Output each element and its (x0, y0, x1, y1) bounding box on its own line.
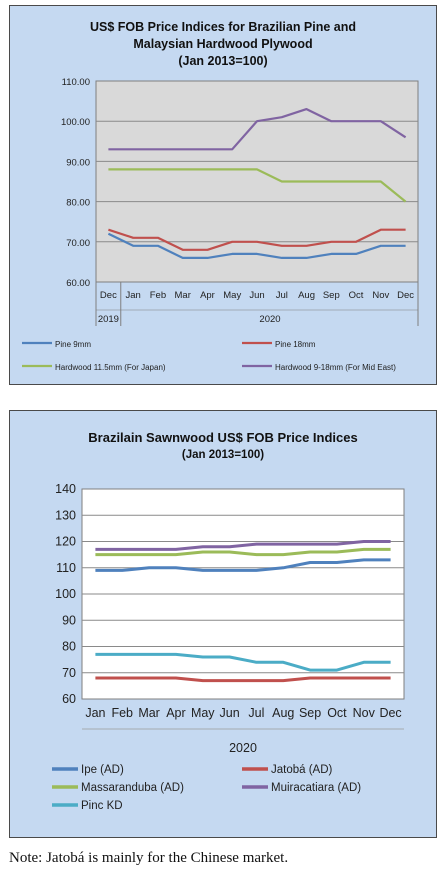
y-tick-label: 70 (62, 666, 76, 680)
y-tick-label: 80 (62, 640, 76, 654)
x-tick-label: Jul (248, 706, 264, 720)
sawnwood-price-chart: 60 70 80 90 100 110 120 130 140 Jan Feb Mar Apr May Ju… (52, 482, 405, 812)
series-line-ipe-ad (95, 558, 391, 572)
chart-title-line-2: Malaysian Hardwood Plywood (133, 37, 313, 51)
x-tick-label: Aug (272, 706, 294, 720)
x-tick-label: Mar (138, 706, 160, 720)
legend-label-pinc-kd: Pinc KD (81, 800, 123, 812)
y-tick-label: 100 (55, 587, 76, 601)
y-tick-label: 120 (55, 535, 76, 549)
series-line-jatob-ad (95, 676, 391, 683)
y-tick-label: 90 (62, 613, 76, 627)
y-tick-label: 110.00 (62, 77, 90, 88)
legend-label-ipe-ad: Ipe (AD) (81, 764, 124, 776)
legend-label-muiracatiara-ad: Muiracatiara (AD) (271, 782, 361, 794)
x-tick-label: Apr (166, 706, 185, 720)
footnote: Note: Jatobá is mainly for the Chinese m… (9, 850, 289, 866)
x-axis-title: 2020 (229, 741, 257, 755)
x-tick-label: Dec (100, 290, 117, 301)
chart-subtitle: (Jan 2013=100) (178, 54, 268, 68)
x-tick-label: Dec (379, 706, 401, 720)
legend-label-pine-18mm: Pine 18mm (275, 340, 316, 349)
x-tick-label: Feb (111, 706, 133, 720)
chart-title-line-1: US$ FOB Price Indices for Brazilian Pine… (89, 20, 357, 34)
y-tick-label: 70.00 (66, 238, 90, 249)
y-tick-label: 60 (62, 692, 76, 706)
series-line-muiracatiara-ad (95, 540, 391, 551)
x-tick-label: Apr (200, 290, 215, 301)
legend-label-hardwood-11-5mm-for-japan: Hardwood 11.5mm (For Japan) (55, 363, 166, 372)
chart-subtitle: (Jan 2013=100) (181, 449, 265, 461)
legend-label-pine-9mm: Pine 9mm (55, 340, 91, 349)
x-tick-label: Jun (249, 290, 264, 301)
x-tick-label: Oct (349, 290, 364, 301)
y-tick-label: 130 (55, 508, 76, 522)
y-tick-label: 110 (56, 561, 76, 575)
y-tick-label: 60.00 (66, 278, 90, 289)
y-tick-label: 100.00 (61, 117, 90, 128)
x-tick-label: Feb (150, 290, 166, 301)
y-tick-label: 80.00 (66, 198, 90, 209)
series-line-pine-18mm (108, 228, 406, 251)
x-tick-label: Oct (327, 706, 347, 720)
chart-panel-plywood: US$ FOB Price Indices for Brazilian Pine… (9, 5, 437, 385)
x-tick-label: Jul (276, 290, 288, 301)
x-tick-label: Nov (353, 706, 376, 720)
x-tick-label: Nov (372, 290, 389, 301)
x-tick-label: Jan (125, 290, 140, 301)
chart-panel-sawnwood: Brazilain Sawnwood US$ FOB Price Indices… (9, 410, 437, 838)
x-tick-label: Jun (220, 706, 240, 720)
legend-label-massaranduba-ad: Massaranduba (AD) (81, 782, 184, 794)
series-line-hardwood-9-18mm-for-mid-east (108, 107, 407, 151)
legend-label-jatob-ad: Jatobá (AD) (271, 764, 333, 776)
chart-title: Brazilain Sawnwood US$ FOB Price Indices (88, 430, 358, 445)
series-line-pine-9mm (107, 232, 406, 259)
x-tick-label: Dec (397, 290, 414, 301)
series-line-massaranduba-ad (95, 547, 391, 557)
year-label-2019: 2019 (98, 314, 119, 325)
year-label-2020: 2020 (259, 314, 280, 325)
x-tick-label: Sep (299, 706, 321, 720)
series-line-pinc-kd (95, 652, 391, 672)
x-tick-label: Aug (298, 290, 315, 301)
plywood-price-chart: 60.00 70.00 80.00 90.00 100.00 110.00 Dec Jan Fe… (22, 77, 419, 372)
y-tick-label: 140 (55, 482, 76, 496)
x-tick-label: Sep (323, 290, 340, 301)
x-tick-label: May (191, 706, 215, 720)
x-tick-label: May (223, 290, 241, 301)
y-tick-label: 90.00 (66, 157, 90, 168)
series-line-hardwood-11-5mm-for-japan (108, 168, 407, 203)
x-tick-label: Jan (85, 706, 105, 720)
legend-label-hardwood-9-18mm-for-mid-east: Hardwood 9-18mm (For Mid East) (275, 363, 396, 372)
x-tick-label: Mar (175, 290, 191, 301)
